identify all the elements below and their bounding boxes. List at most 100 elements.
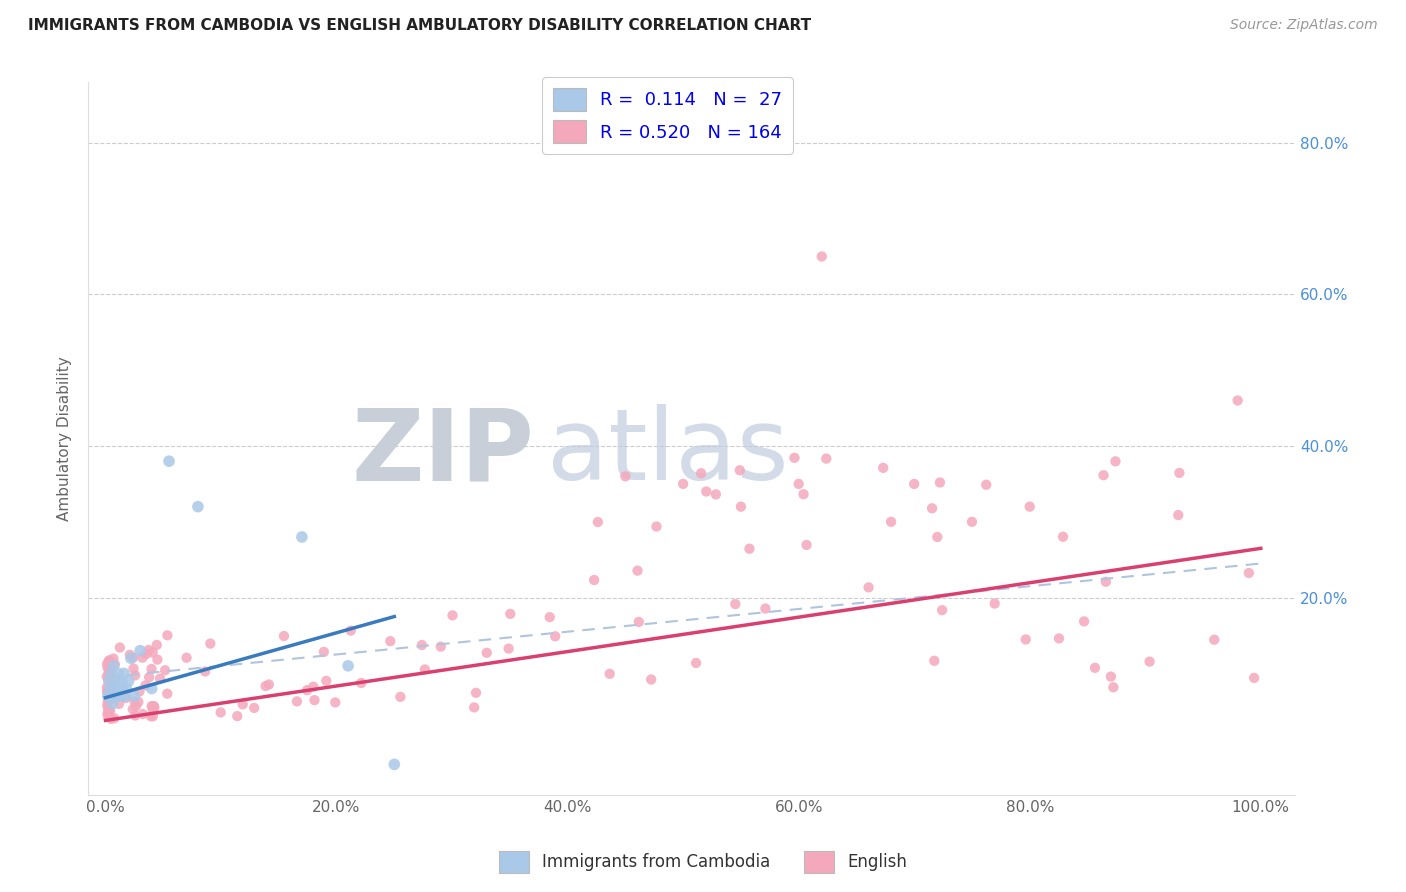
Point — [97, 708, 120, 723]
Point — [302, 680, 325, 694]
Point — [100, 712, 122, 726]
Point — [1015, 632, 1038, 647]
Point — [921, 501, 943, 516]
Point — [499, 607, 522, 621]
Point — [98, 655, 121, 669]
Point — [127, 695, 149, 709]
Point — [124, 689, 146, 703]
Point — [122, 661, 145, 675]
Point — [1084, 661, 1107, 675]
Point — [793, 487, 815, 501]
Point — [880, 515, 903, 529]
Point — [858, 581, 880, 595]
Point — [98, 704, 121, 718]
Point — [983, 597, 1005, 611]
Point — [118, 648, 141, 662]
Point — [931, 603, 953, 617]
Point — [695, 484, 717, 499]
Point — [103, 711, 125, 725]
Point — [295, 683, 318, 698]
Point — [100, 690, 122, 705]
Point — [429, 640, 451, 654]
Point — [291, 530, 314, 544]
Text: atlas: atlas — [547, 404, 789, 501]
Point — [129, 643, 152, 657]
Point — [304, 693, 326, 707]
Point — [389, 690, 412, 704]
Point — [380, 634, 402, 648]
Point — [142, 645, 165, 659]
Point — [142, 702, 165, 716]
Point — [98, 693, 121, 707]
Point — [1095, 574, 1118, 589]
Point — [97, 689, 120, 703]
Point — [285, 694, 308, 708]
Point — [132, 707, 155, 722]
Point — [114, 689, 136, 703]
Point — [787, 476, 810, 491]
Point — [131, 650, 153, 665]
Text: Source: ZipAtlas.com: Source: ZipAtlas.com — [1230, 18, 1378, 32]
Point — [142, 699, 165, 714]
Point — [96, 684, 118, 698]
Point — [783, 450, 806, 465]
Point — [685, 656, 707, 670]
Point — [194, 665, 217, 679]
Point — [1104, 454, 1126, 468]
Point — [640, 673, 662, 687]
Point — [100, 671, 122, 685]
Point — [96, 657, 118, 671]
Point — [124, 694, 146, 708]
Point — [101, 697, 124, 711]
Point — [350, 676, 373, 690]
Point — [97, 673, 120, 688]
Point — [538, 610, 561, 624]
Point — [315, 673, 337, 688]
Point — [97, 687, 120, 701]
Point — [1047, 632, 1070, 646]
Point — [1167, 508, 1189, 522]
Point — [97, 701, 120, 715]
Point — [1237, 566, 1260, 580]
Point — [121, 702, 143, 716]
Point — [120, 651, 142, 665]
Point — [257, 677, 280, 691]
Point — [97, 673, 120, 688]
Point — [254, 679, 277, 693]
Point — [441, 608, 464, 623]
Point — [100, 682, 122, 697]
Point — [411, 638, 433, 652]
Point — [96, 670, 118, 684]
Point — [128, 684, 150, 698]
Point — [614, 469, 637, 483]
Point — [98, 692, 121, 706]
Point — [98, 654, 121, 668]
Point — [114, 691, 136, 706]
Point — [586, 515, 609, 529]
Point — [98, 668, 121, 682]
Point — [232, 698, 254, 712]
Point — [103, 658, 125, 673]
Point — [738, 541, 761, 556]
Point — [97, 661, 120, 675]
Point — [105, 673, 128, 688]
Point — [104, 657, 127, 672]
Point — [1226, 393, 1249, 408]
Point — [141, 699, 163, 714]
Point — [96, 698, 118, 712]
Point — [97, 691, 120, 706]
Point — [156, 687, 179, 701]
Point — [97, 706, 120, 721]
Point — [97, 693, 120, 707]
Point — [730, 500, 752, 514]
Point — [413, 663, 436, 677]
Point — [141, 662, 163, 676]
Point — [872, 461, 894, 475]
Point — [974, 477, 997, 491]
Point — [100, 684, 122, 698]
Point — [209, 706, 232, 720]
Point — [98, 660, 121, 674]
Point — [97, 694, 120, 708]
Point — [544, 629, 567, 643]
Point — [107, 666, 129, 681]
